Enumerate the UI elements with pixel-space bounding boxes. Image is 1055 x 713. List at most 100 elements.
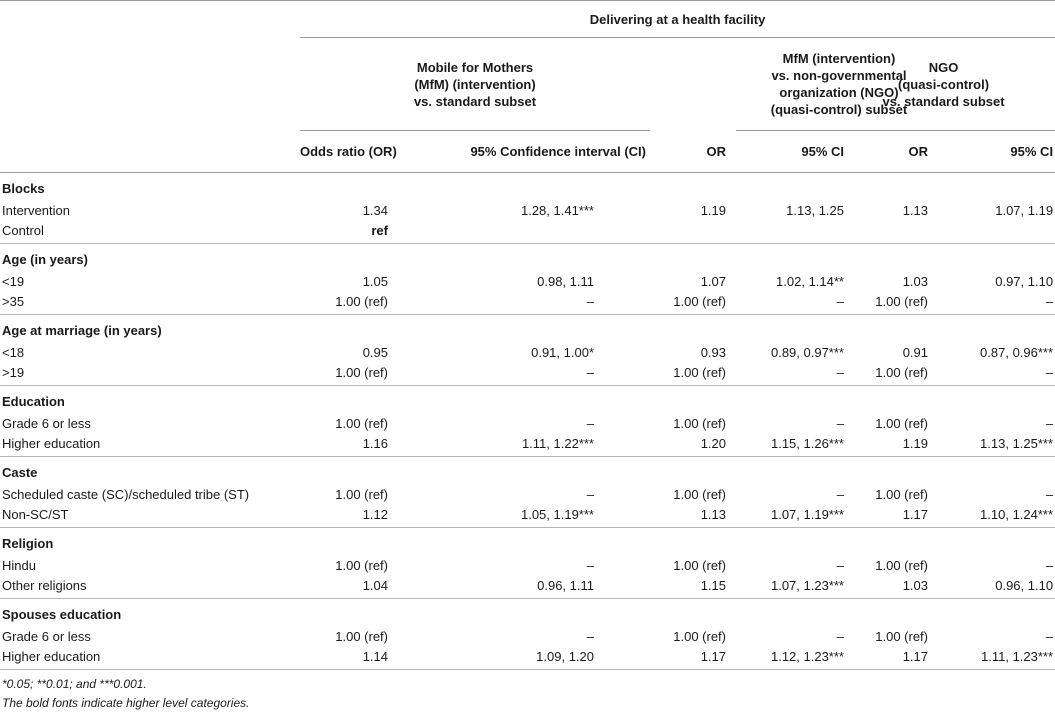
- cell-value: –: [836, 629, 844, 644]
- cell-value: 1.14: [362, 649, 388, 664]
- cell-value: 1.00 (ref): [875, 558, 928, 573]
- cell-value: –: [1045, 487, 1054, 502]
- table-row: Grade 6 or less 1.00 (ref) – 1.00 (ref) – 1.0…: [0, 627, 1055, 647]
- row-label: <18: [2, 345, 25, 360]
- header-blank: [0, 38, 300, 131]
- cell-value: 1.15: [700, 578, 726, 593]
- row-label: Intervention: [2, 203, 70, 218]
- section-title: Blocks: [2, 181, 45, 196]
- cell-value: 1.07, 1.19***: [770, 507, 844, 522]
- row-label: Grade 6 or less: [2, 416, 91, 431]
- cell-value: 1.03: [902, 274, 928, 289]
- section-row: Caste: [0, 457, 1055, 486]
- cell-value: 1.20: [700, 436, 726, 451]
- cell-value: –: [1045, 558, 1054, 573]
- cell-value: 1.00 (ref): [673, 365, 726, 380]
- cell-value: –: [836, 487, 844, 502]
- row-label: Control: [2, 223, 44, 238]
- cell-value: 0.96, 1.10: [995, 578, 1054, 593]
- section-title: Education: [2, 394, 65, 409]
- cell-value: 1.19: [700, 203, 726, 218]
- cell-value: 1.13: [902, 203, 928, 218]
- cell-value: 1.00 (ref): [335, 416, 388, 431]
- header-group-label: MfM (intervention) vs. non-governmental …: [770, 51, 908, 117]
- table-row: Scheduled caste (SC)/scheduled tribe (ST…: [0, 485, 1055, 505]
- cell-value: –: [1045, 629, 1054, 644]
- cell-value: 1.00 (ref): [335, 629, 388, 644]
- cell-value: 1.13, 1.25***: [980, 436, 1054, 451]
- col-header-ci: 95% Confidence interval (CI): [470, 144, 646, 159]
- cell-value: 0.96, 1.11: [537, 578, 594, 593]
- cell-value: 1.03: [902, 578, 928, 593]
- col-header-or: OR: [908, 144, 929, 159]
- table-row: Control ref: [0, 221, 1055, 244]
- cell-value: 1.10, 1.24***: [980, 507, 1054, 522]
- cell-value: –: [1045, 294, 1054, 309]
- cell-value: 1.00 (ref): [335, 487, 388, 502]
- row-label: >35: [2, 294, 25, 309]
- section-row: Education: [0, 386, 1055, 415]
- cell-value: 1.00 (ref): [335, 558, 388, 573]
- row-label: <19: [2, 274, 25, 289]
- cell-value: –: [1045, 416, 1054, 431]
- col-header-ci: 95% CI: [1010, 144, 1054, 159]
- table-body: Blocks Intervention 1.34 1.28, 1.41*** 1.19 1…: [0, 173, 1055, 670]
- section-row: Age (in years): [0, 244, 1055, 273]
- cell-value: 0.91, 1.00*: [531, 345, 594, 360]
- footnotes: *0.05; **0.01; and ***0.001. The bold fo…: [0, 675, 1055, 713]
- cell-value: 0.97, 1.10: [995, 274, 1054, 289]
- section-title: Spouses education: [2, 607, 122, 622]
- cell-value: 1.12: [362, 507, 388, 522]
- table-row: >35 1.00 (ref) – 1.00 (ref) – 1.00 (ref) –: [0, 292, 1055, 315]
- table-row: Grade 6 or less 1.00 (ref) – 1.00 (ref) – 1.0…: [0, 414, 1055, 434]
- cell-value: –: [586, 365, 594, 380]
- cell-value: 0.89, 0.97***: [770, 345, 844, 360]
- section-row: Religion: [0, 528, 1055, 557]
- cell-value: –: [586, 294, 594, 309]
- cell-value: 1.00 (ref): [673, 416, 726, 431]
- cell-value: 1.07: [700, 274, 726, 289]
- section-title: Religion: [2, 536, 54, 551]
- section-title: Age at marriage (in years): [2, 323, 162, 338]
- row-label: Grade 6 or less: [2, 629, 91, 644]
- section-row: Age at marriage (in years): [0, 315, 1055, 344]
- cell-value: 1.07, 1.19: [995, 203, 1054, 218]
- cell-value: ref: [371, 223, 388, 238]
- cell-value: 1.05, 1.19***: [520, 507, 594, 522]
- cell-value: 1.00 (ref): [875, 629, 928, 644]
- row-label: Other religions: [2, 578, 87, 593]
- cell-value: 1.09, 1.20: [536, 649, 594, 664]
- table-row: Other religions 1.04 0.96, 1.11 1.15 1.07, 1…: [0, 576, 1055, 599]
- cell-value: 0.91: [902, 345, 928, 360]
- cell-value: 1.15, 1.26***: [770, 436, 844, 451]
- cell-value: –: [836, 558, 844, 573]
- cell-value: 1.05: [362, 274, 388, 289]
- cell-value: 0.98, 1.11: [537, 274, 594, 289]
- header-top-title: Delivering at a health facility: [300, 0, 1055, 38]
- footnote-bold: The bold fonts indicate higher level cat…: [2, 696, 250, 710]
- section-title: Age (in years): [2, 252, 88, 267]
- table-row: <18 0.95 0.91, 1.00* 0.93 0.89, 0.97*** 0.91 0…: [0, 343, 1055, 363]
- header-group-label: NGO (quasi-control) vs. standard subset: [882, 59, 1005, 109]
- cell-value: 1.02, 1.14**: [776, 274, 844, 289]
- header-group-mfm-ngo: MfM (intervention) vs. non-governmental …: [736, 37, 942, 131]
- cell-value: 1.00 (ref): [673, 558, 726, 573]
- cell-value: 0.87, 0.96***: [980, 345, 1054, 360]
- header-group-mfm-standard: Mobile for Mothers (MfM) (intervention) …: [300, 37, 650, 131]
- table-row: Intervention 1.34 1.28, 1.41*** 1.19 1.13, 1…: [0, 201, 1055, 221]
- cell-value: 1.12, 1.23***: [770, 649, 844, 664]
- cell-value: 1.34: [362, 203, 388, 218]
- row-label: Higher education: [2, 649, 101, 664]
- cell-value: 1.16: [362, 436, 388, 451]
- cell-value: –: [836, 294, 844, 309]
- cell-value: 1.13, 1.25: [786, 203, 844, 218]
- col-header-or: Odds ratio (OR): [300, 144, 397, 159]
- cell-value: 1.00 (ref): [335, 294, 388, 309]
- header-group-ngo-standard: NGO (quasi-control) vs. standard subset: [882, 37, 1055, 131]
- cell-value: [858, 221, 942, 244]
- header-blank: [0, 131, 300, 173]
- cell-value: –: [586, 629, 594, 644]
- row-label: Scheduled caste (SC)/scheduled tribe (ST…: [2, 487, 250, 502]
- cell-value: [736, 221, 858, 244]
